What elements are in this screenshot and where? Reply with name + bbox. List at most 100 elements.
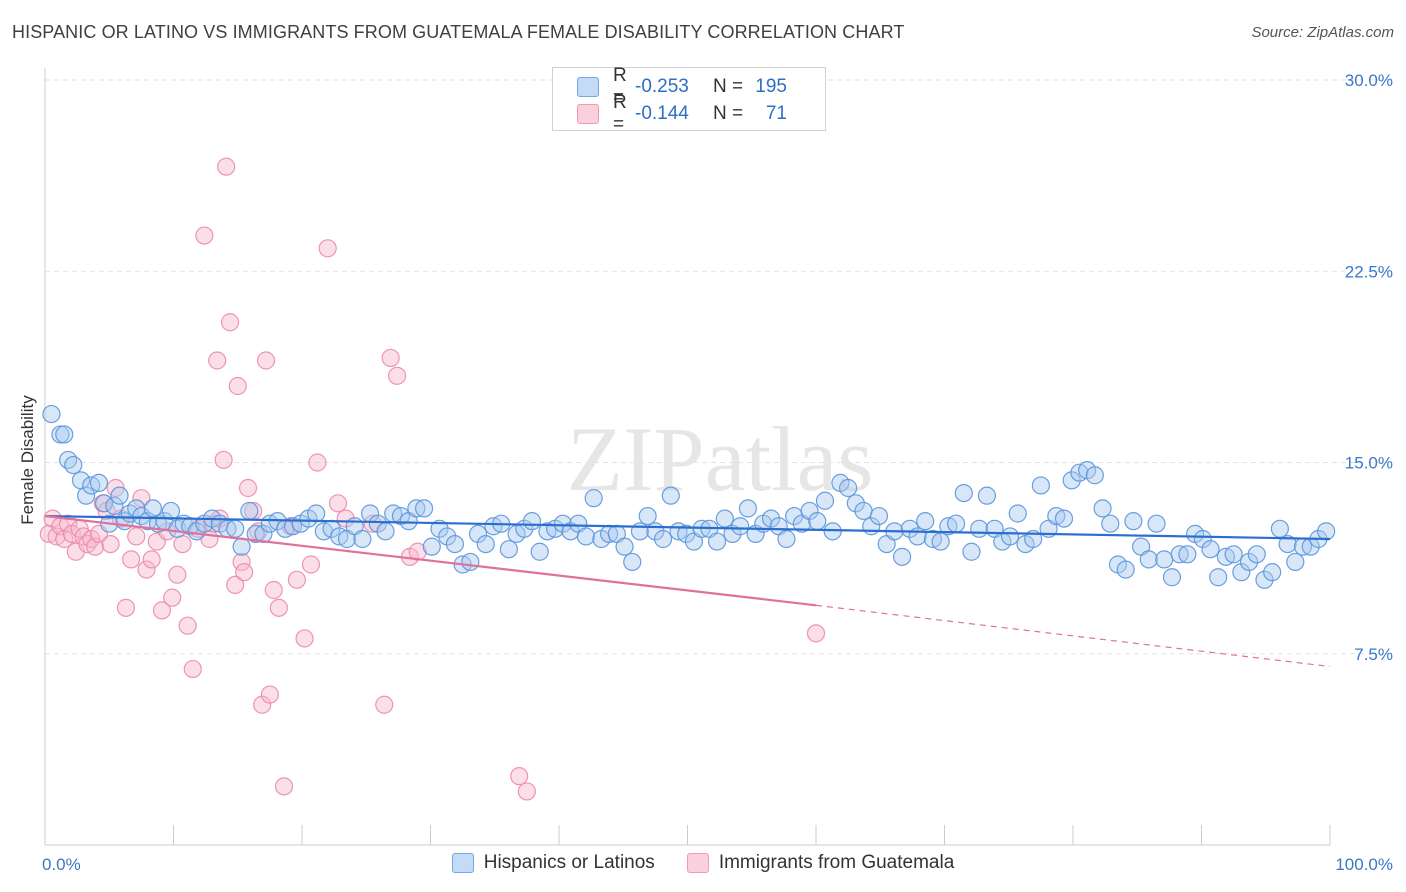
data-point-hispanic [916, 512, 935, 531]
data-point-guatemala [121, 550, 141, 569]
data-point-hispanic [1139, 550, 1158, 569]
data-point-hispanic [815, 491, 835, 510]
data-point-guatemala [308, 453, 327, 472]
data-point-hispanic [970, 519, 989, 538]
data-point-guatemala [132, 489, 151, 508]
data-point-guatemala [328, 494, 348, 513]
data-point-hispanic [407, 499, 426, 518]
data-point-hispanic [51, 425, 70, 444]
data-point-hispanic [1054, 509, 1074, 528]
data-point-hispanic [630, 522, 650, 541]
data-point-guatemala [183, 659, 202, 679]
data-point-hispanic [368, 514, 387, 533]
data-point-hispanic [1247, 545, 1266, 564]
legend-swatch-blue [451, 853, 474, 873]
data-point-hispanic [1162, 568, 1182, 587]
data-point-hispanic [1209, 568, 1228, 587]
data-point-hispanic [623, 552, 642, 572]
data-point-guatemala [127, 527, 146, 546]
data-point-hispanic [1085, 466, 1104, 485]
trend-line-hispanic [44, 514, 1331, 541]
data-point-hispanic [576, 527, 596, 546]
data-point-hispanic [962, 542, 981, 561]
data-point-hispanic [1232, 563, 1251, 582]
series-legend: Hispanics or Latinos Immigrants from Gua… [0, 852, 1406, 874]
data-point-hispanic [892, 547, 912, 566]
data-point-hispanic [77, 486, 96, 505]
legend-n-value: 71 [765, 103, 787, 124]
data-point-hispanic [64, 455, 83, 475]
data-point-guatemala [301, 555, 321, 574]
data-point-hispanic [800, 501, 819, 521]
data-point-hispanic [376, 522, 395, 541]
data-point-hispanic [240, 501, 259, 521]
data-point-hispanic [854, 501, 873, 521]
data-point-guatemala [220, 313, 240, 332]
data-point-hispanic [307, 504, 326, 523]
data-point-hispanic [1263, 563, 1282, 582]
data-point-hispanic [707, 532, 727, 551]
data-point-hispanic [1031, 476, 1050, 495]
data-point-hispanic [584, 489, 603, 508]
y-axis-label: Female Disability [18, 395, 37, 525]
data-point-hispanic [653, 529, 673, 549]
data-point-hispanic [1193, 529, 1212, 549]
data-point-guatemala [238, 478, 258, 498]
data-point-hispanic [661, 486, 680, 505]
data-point-hispanic [422, 537, 441, 556]
data-point-hispanic [1278, 534, 1297, 554]
legend-r-label: R = [613, 92, 627, 135]
data-point-hispanic [615, 537, 634, 556]
data-point-guatemala [116, 598, 136, 617]
data-point-guatemala [228, 376, 247, 396]
data-point-hispanic [105, 496, 124, 515]
data-point-guatemala [253, 695, 272, 714]
legend-swatch-pink [686, 853, 709, 873]
data-point-hispanic [1124, 512, 1143, 531]
data-point-guatemala [387, 366, 407, 385]
data-point-hispanic [499, 540, 518, 559]
data-point-guatemala [226, 575, 245, 595]
data-point-hispanic [1147, 514, 1166, 533]
legend-n-label: N = [713, 76, 744, 97]
data-point-guatemala [178, 616, 197, 635]
legend-item-guatemala: Immigrants from Guatemala [686, 852, 955, 874]
legend-r-value: -0.253 [635, 76, 689, 97]
data-point-guatemala [142, 550, 161, 569]
data-point-hispanic [530, 542, 549, 561]
data-point-guatemala [137, 560, 156, 579]
data-point-hispanic [353, 529, 372, 549]
data-point-hispanic [823, 522, 842, 541]
trend-line-guatemala [44, 514, 817, 607]
data-point-hispanic [1155, 550, 1174, 569]
data-point-guatemala [217, 157, 236, 176]
data-point-hispanic [738, 499, 757, 518]
data-point-guatemala [510, 767, 529, 786]
data-point-guatemala [101, 534, 120, 554]
data-point-hispanic [110, 486, 129, 505]
data-point-hispanic [430, 519, 449, 538]
legend-swatch-blue [577, 77, 599, 97]
data-point-guatemala [195, 226, 214, 245]
y-tick-label: 15.0% [1345, 454, 1393, 473]
data-point-hispanic [522, 512, 542, 531]
data-point-hispanic [777, 529, 796, 549]
legend-row-guatemala: R = -0.144 N = 71 [577, 92, 787, 135]
data-point-guatemala [806, 624, 826, 643]
data-point-guatemala [318, 239, 337, 258]
data-point-hispanic [1093, 499, 1112, 518]
data-point-hispanic [1317, 522, 1336, 541]
data-point-guatemala [517, 782, 536, 801]
data-point-guatemala [235, 563, 254, 582]
legend-r-label: R = [613, 65, 627, 108]
data-point-hispanic [1000, 527, 1020, 546]
data-point-hispanic [869, 506, 889, 526]
legend-label-guatemala: Immigrants from Guatemala [718, 852, 955, 873]
x-tick-label: 0.0% [42, 855, 81, 874]
data-point-hispanic [476, 534, 495, 554]
data-point-hispanic [638, 506, 657, 526]
legend-label-hispanics: Hispanics or Latinos [483, 852, 655, 873]
data-point-guatemala [264, 580, 283, 600]
data-point-hispanic [1286, 552, 1305, 572]
